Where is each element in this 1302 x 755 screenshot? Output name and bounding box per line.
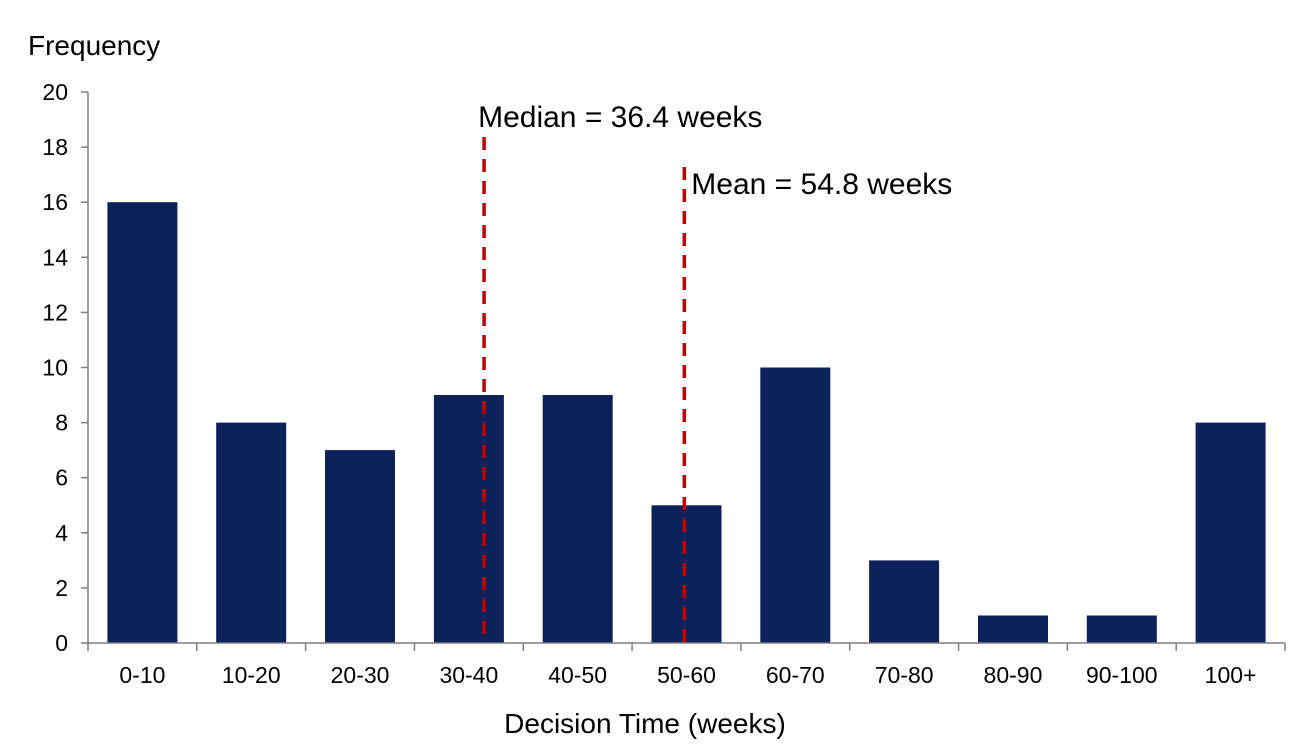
bars-group xyxy=(107,202,1266,644)
bar-90-100 xyxy=(1086,615,1157,643)
y-tick-label-2: 2 xyxy=(55,575,68,601)
x-tick-label-20-30: 20-30 xyxy=(331,662,390,688)
y-tick-label-4: 4 xyxy=(55,520,68,546)
y-axis-title: Frequency xyxy=(28,30,160,61)
y-tick-label-16: 16 xyxy=(42,189,68,215)
y-tick-label-8: 8 xyxy=(55,410,68,436)
bar-20-30 xyxy=(325,450,395,643)
bar-100+ xyxy=(1195,422,1266,643)
y-tick-label-10: 10 xyxy=(42,355,68,381)
x-tick-label-100+: 100+ xyxy=(1205,662,1257,688)
axes-group: 0 2 4 6 8 10 12 14 16 18 20 0-10 10-20 20-30 30-40 40-5… xyxy=(42,79,1286,688)
x-axis-title: Decision Time (weeks) xyxy=(504,708,786,739)
x-tick-label-30-40: 30-40 xyxy=(439,662,498,688)
annotations-group: Median = 36.4 weeks Mean = 54.8 weeks xyxy=(478,101,952,643)
y-tick-label-14: 14 xyxy=(42,244,68,270)
y-tick-label-6: 6 xyxy=(55,465,68,491)
x-tick-label-50-60: 50-60 xyxy=(657,662,716,688)
median-label: Median = 36.4 weeks xyxy=(478,101,762,134)
mean-label: Mean = 54.8 weeks xyxy=(691,168,952,201)
bar-40-50 xyxy=(542,395,613,643)
y-tick-label-20: 20 xyxy=(42,79,68,105)
x-tick-label-0-10: 0-10 xyxy=(119,662,165,688)
x-tick-label-90-100: 90-100 xyxy=(1086,662,1158,688)
x-tick-label-10-20: 10-20 xyxy=(222,662,281,688)
bar-60-70 xyxy=(760,367,831,643)
bar-10-20 xyxy=(216,422,287,643)
bar-80-90 xyxy=(978,615,1048,643)
bar-30-40 xyxy=(433,395,504,643)
x-tick-label-70-80: 70-80 xyxy=(875,662,934,688)
y-tick-label-0: 0 xyxy=(55,630,68,656)
x-tick-label-60-70: 60-70 xyxy=(766,662,825,688)
bar-0-10 xyxy=(107,202,178,643)
bar-50-60 xyxy=(651,505,722,644)
y-tick-label-12: 12 xyxy=(42,299,68,325)
x-tick-label-40-50: 40-50 xyxy=(548,662,607,688)
y-tick-label-18: 18 xyxy=(42,134,68,160)
bar-70-80 xyxy=(869,560,940,643)
x-tick-label-80-90: 80-90 xyxy=(984,662,1043,688)
